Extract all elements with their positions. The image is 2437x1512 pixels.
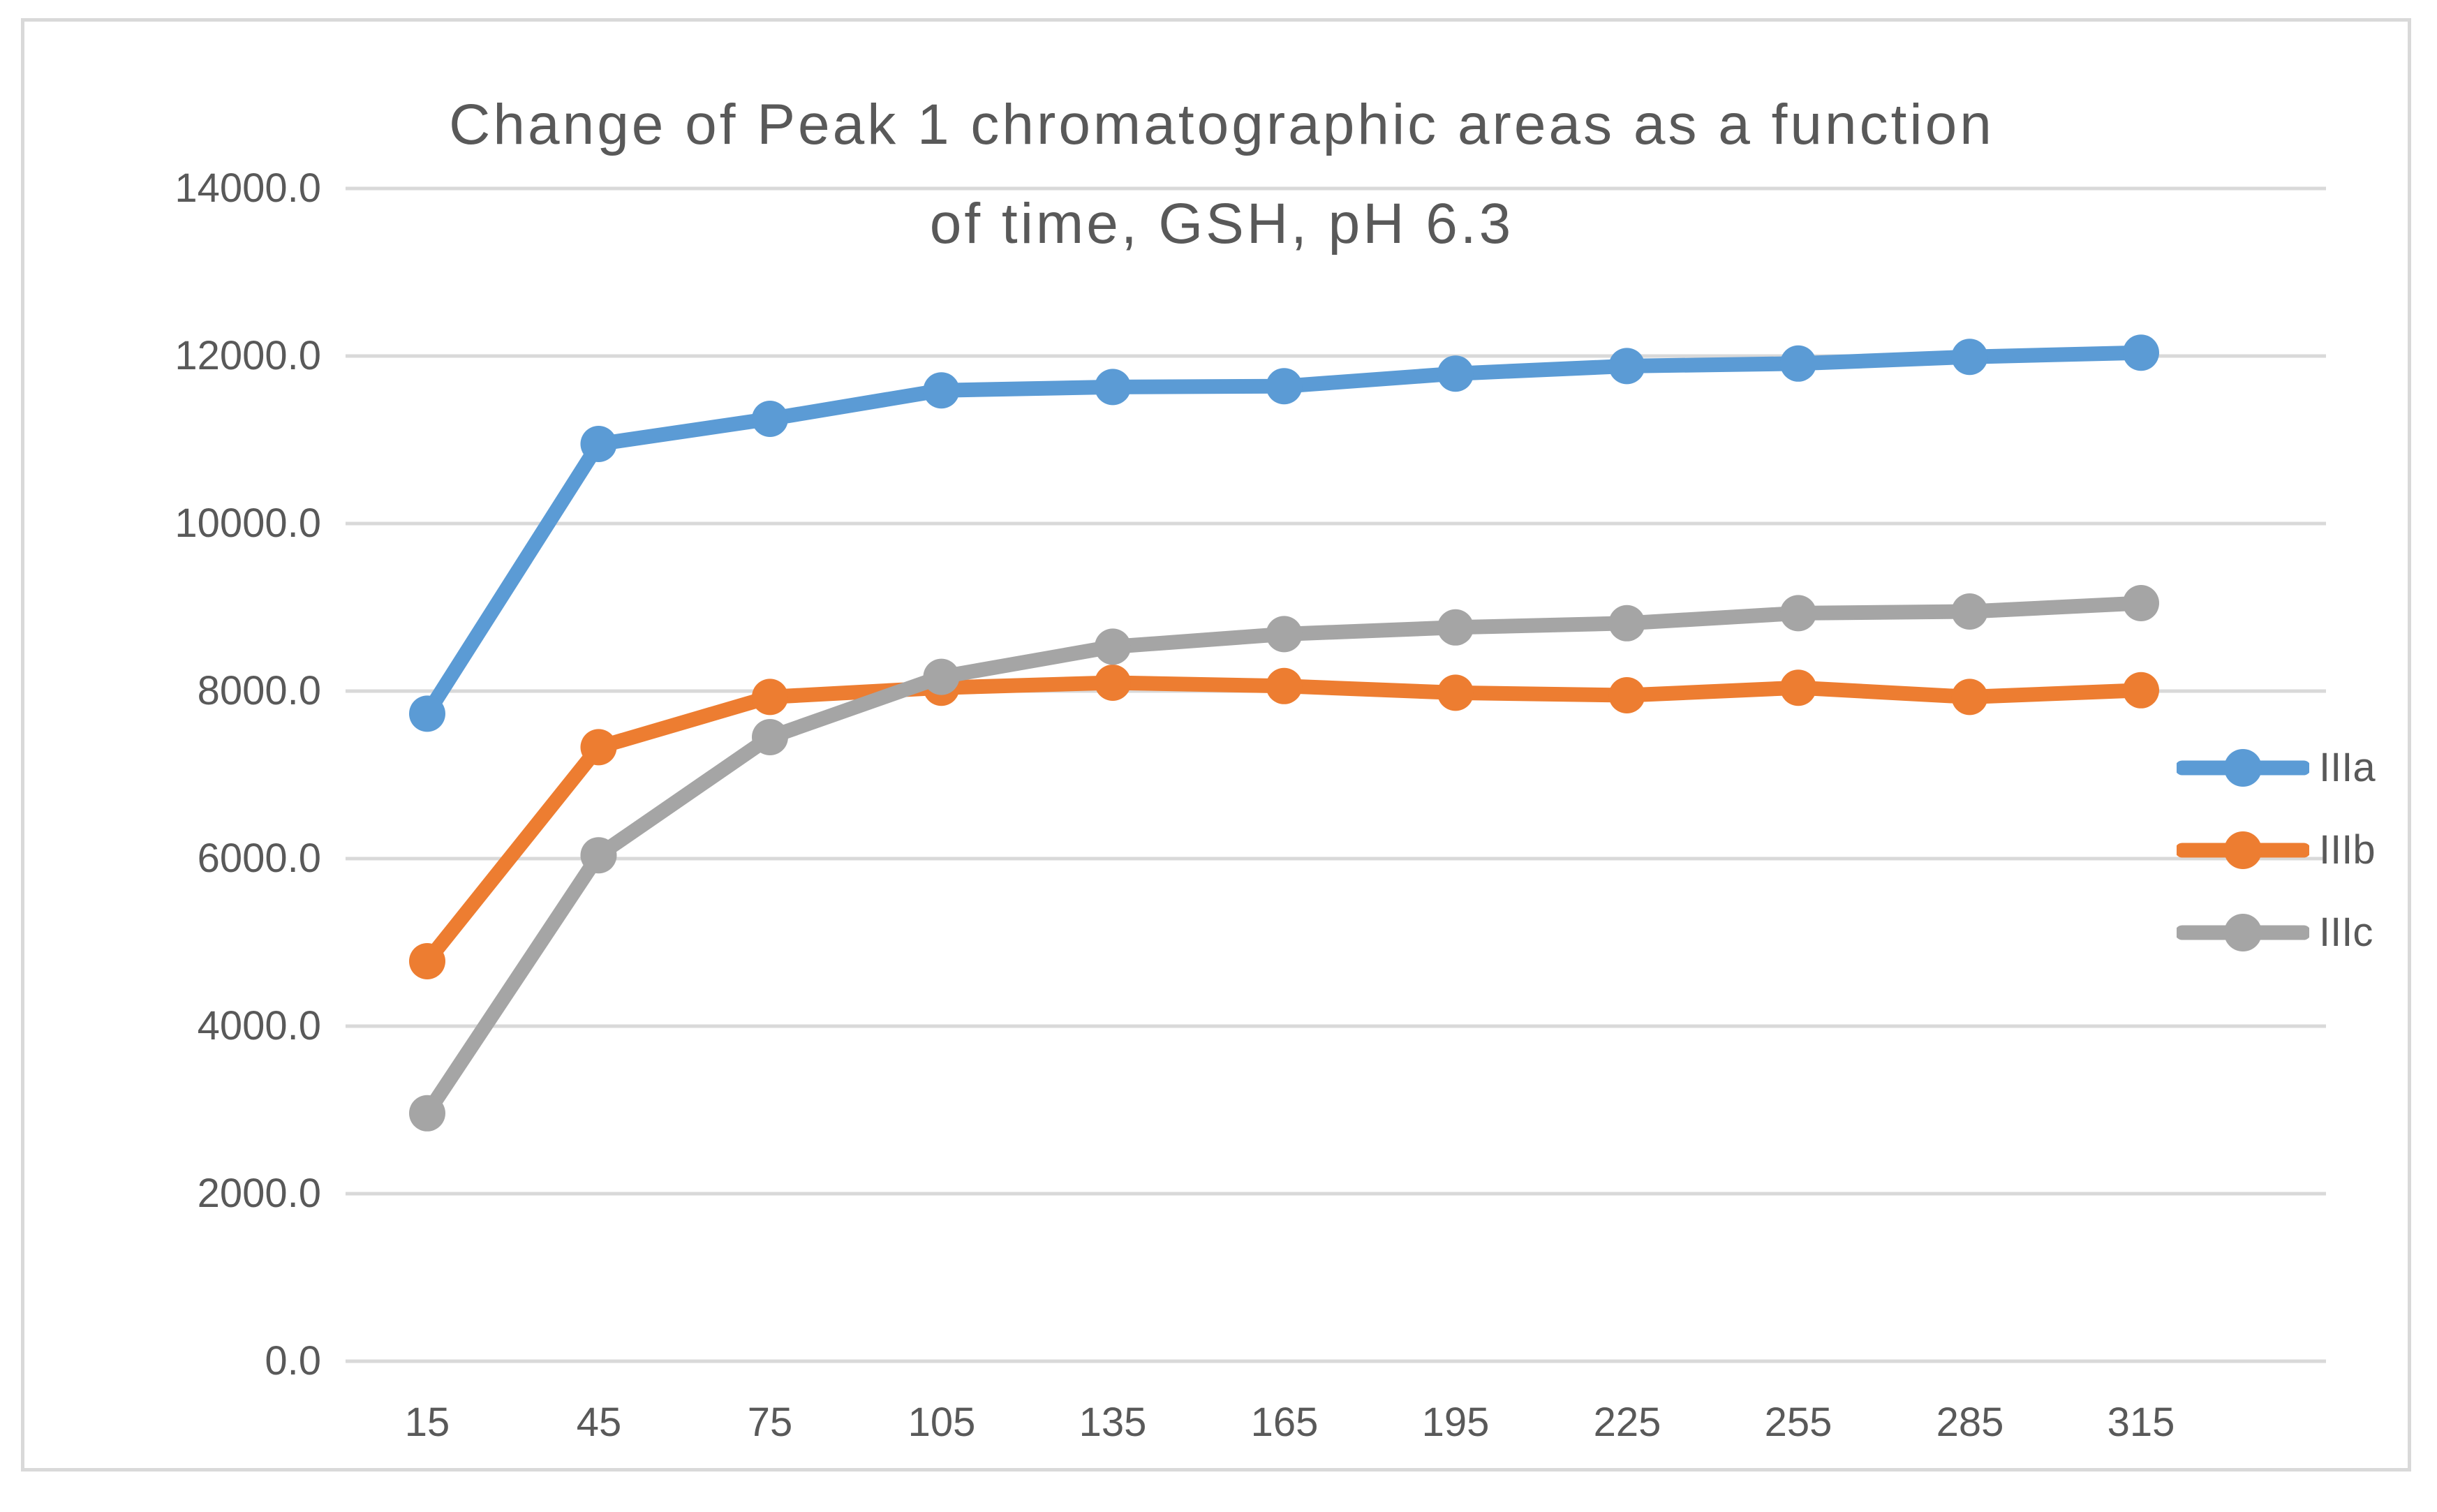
data-point-marker-IIIa [1780, 345, 1816, 382]
data-point-marker-IIIc [2123, 585, 2159, 621]
data-point-marker-IIIb [1951, 679, 1988, 716]
legend-item-IIIc: IIIc [2177, 896, 2373, 969]
data-point-marker-IIIb [1780, 669, 1816, 706]
legend-line-marker-icon [2177, 749, 2309, 787]
x-axis-tick-label: 315 [2107, 1400, 2175, 1445]
data-point-marker-IIIc [1608, 605, 1645, 642]
data-point-marker-IIIa [2123, 334, 2159, 371]
data-point-marker-IIIb [752, 679, 788, 716]
legend-item-IIIb: IIIb [2177, 814, 2376, 887]
chart-outer-border [21, 18, 2411, 1472]
chart-title-line-1: Change of Peak 1 chromatographic areas a… [449, 93, 1994, 156]
data-point-marker-IIIa [409, 695, 445, 732]
x-axis-tick-label: 45 [576, 1400, 622, 1445]
legend-item-IIIa: IIIa [2177, 732, 2376, 804]
y-axis-tick-label: 0.0 [265, 1338, 321, 1384]
data-point-marker-IIIc [1095, 628, 1131, 665]
data-point-marker-IIIb [409, 943, 445, 979]
data-point-marker-IIIc [409, 1095, 445, 1132]
data-point-marker-IIIb [1437, 674, 1474, 711]
data-point-marker-IIIc [580, 837, 617, 874]
chart-title: Change of Peak 1 chromatographic areas a… [279, 75, 2164, 274]
x-axis-tick-label: 135 [1079, 1400, 1147, 1445]
x-axis-tick-label: 15 [404, 1400, 450, 1445]
data-point-marker-IIIa [752, 401, 788, 437]
y-axis-tick-label: 12000.0 [175, 333, 321, 378]
x-axis-tick-label: 105 [908, 1400, 976, 1445]
legend-line-marker-icon [2177, 831, 2309, 869]
data-point-marker-IIIc [1951, 593, 1988, 630]
data-point-marker-IIIb [580, 729, 617, 766]
x-axis-tick-label: 75 [747, 1400, 793, 1445]
data-point-marker-IIIa [1437, 355, 1474, 392]
data-point-marker-IIIb [1095, 665, 1131, 701]
data-point-marker-IIIa [1266, 368, 1303, 405]
data-point-marker-IIIa [1608, 348, 1645, 385]
x-axis-tick-label: 225 [1593, 1400, 1661, 1445]
y-axis-tick-label: 6000.0 [197, 836, 321, 881]
series-line-IIIb [420, 675, 2149, 969]
data-point-marker-IIIa [1951, 339, 1988, 376]
data-point-marker-IIIa [1095, 369, 1131, 406]
data-point-marker-IIIc [1266, 616, 1303, 653]
data-point-marker-IIIc [1780, 595, 1816, 632]
data-point-marker-IIIb [2123, 672, 2159, 709]
data-point-marker-IIIc [752, 719, 788, 755]
x-axis-tick-label: 285 [1936, 1400, 2004, 1445]
y-axis-tick-label: 2000.0 [197, 1171, 321, 1216]
data-point-marker-IIIc [923, 658, 960, 695]
x-axis-tick-label: 165 [1250, 1400, 1319, 1445]
legend-label: IIIa [2319, 745, 2376, 790]
chart-title-line-2: of time, GSH, pH 6.3 [929, 192, 1514, 255]
data-point-marker-IIIb [1608, 677, 1645, 713]
legend-line-marker-icon [2177, 914, 2309, 951]
data-point-marker-IIIa [923, 372, 960, 409]
y-axis-tick-label: 8000.0 [197, 668, 321, 713]
series-line-IIIa [420, 345, 2149, 721]
data-point-marker-IIIc [1437, 609, 1474, 646]
y-axis-tick-label: 10000.0 [175, 501, 321, 546]
x-axis-tick-label: 195 [1421, 1400, 1490, 1445]
legend-label: IIIb [2319, 827, 2376, 873]
x-axis-tick-label: 255 [1764, 1400, 1832, 1445]
data-point-marker-IIIa [580, 426, 617, 462]
legend-label: IIIc [2319, 910, 2373, 955]
data-point-marker-IIIb [1266, 667, 1303, 704]
y-axis-tick-label: 14000.0 [175, 165, 321, 211]
y-axis-tick-label: 4000.0 [197, 1003, 321, 1048]
